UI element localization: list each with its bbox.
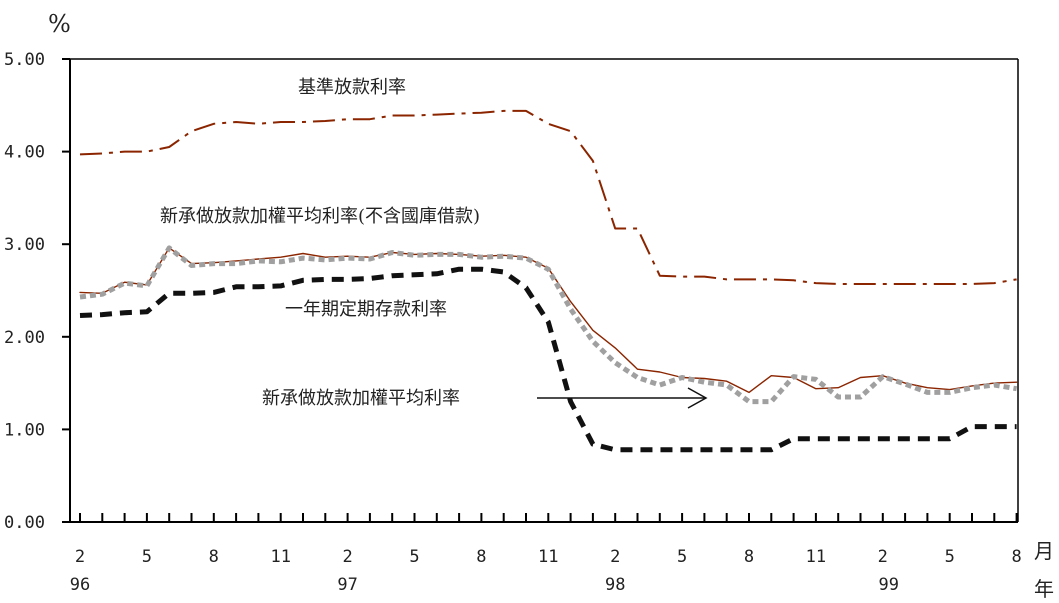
y-tick-label: 1.00 [4,420,45,440]
x-tick-label-month: 2 [610,547,620,567]
x-tick-label-month: 8 [476,547,486,567]
x-tick-label-year: 96 [70,575,90,595]
x-tick-label-month: 5 [409,547,419,567]
axes: 0.00 1.00 2.00 3.00 4.00 5.00 2 5 8 11 2 5 8 11 2 5 8 11 2… [4,50,1022,595]
x-tick-label-month: 8 [744,547,754,567]
series-layer [79,109,1018,453]
annotation-arrow-head [687,387,708,409]
x-tick-label-month: 5 [677,547,687,567]
x-tick-label-year: 98 [605,575,625,595]
annotation-one-year-deposit-rate: 一年期定期存款利率 [285,299,447,320]
x-tick-label-month: 11 [806,547,826,567]
x-unit-year-label: 年 [1034,577,1054,601]
annotation-layer: 基準放款利率 新承做放款加權平均利率(不含國庫借款) 一年期定期存款利率 新承做… [160,77,708,409]
x-tick-label-month: 5 [142,547,152,567]
y-unit-label: % [48,10,71,38]
series-line-1 [79,109,1017,285]
series-line-3 [79,245,1018,405]
x-tick-label-month: 8 [209,547,219,567]
y-tick-label: 2.00 [4,328,45,348]
annotation-new-loan-rate: 新承做放款加權平均利率 [262,388,460,409]
x-tick-label-month: 5 [945,547,955,567]
y-tick-label: 3.00 [4,235,45,255]
x-tick-label-month: 2 [75,547,85,567]
series-line-4 [79,266,1017,453]
x-tick-label-month: 8 [1011,547,1021,567]
annotation-prime-rate: 基準放款利率 [298,77,406,98]
y-tick-label: 0.00 [4,513,45,533]
x-tick-label-month: 2 [342,547,352,567]
x-tick-label-month: 11 [538,547,558,567]
x-tick-label-month: 2 [878,547,888,567]
annotation-new-loan-rate-excl-treasury: 新承做放款加權平均利率(不含國庫借款) [160,206,480,227]
x-unit-month-label: 月 [1034,539,1054,563]
y-tick-label: 5.00 [4,50,45,70]
y-tick-label: 4.00 [4,143,45,163]
x-tick-label-year: 97 [337,575,357,595]
x-tick-label-month: 11 [270,547,290,567]
x-tick-label-year: 99 [879,575,899,595]
